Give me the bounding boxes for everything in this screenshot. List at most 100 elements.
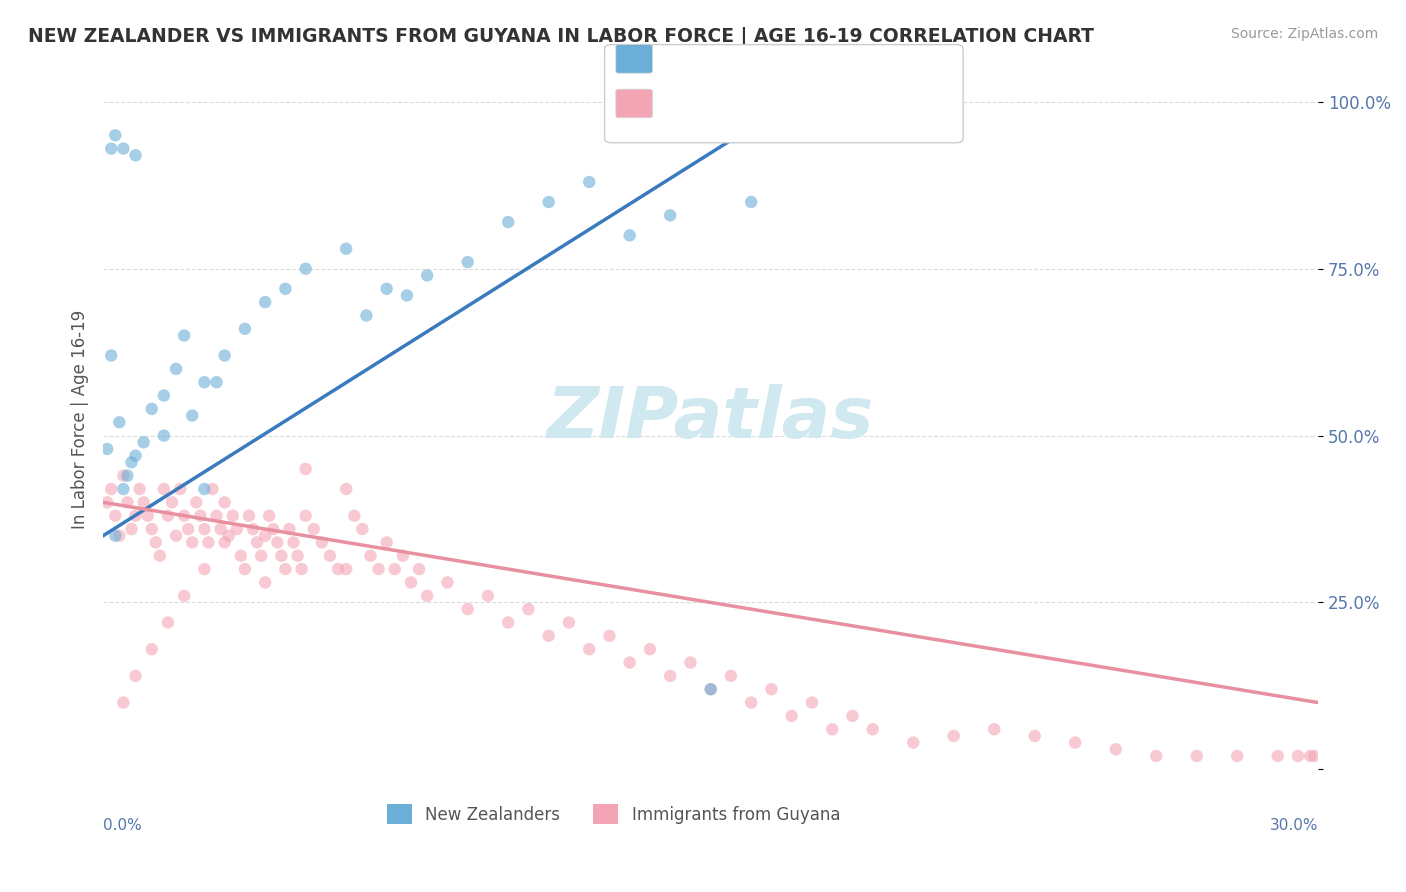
Point: [124, 148, 146, 162]
Point: [100, 349, 122, 363]
Point: [124, 508, 146, 523]
Point: [558, 615, 581, 630]
Point: [218, 529, 240, 543]
Point: [100, 142, 122, 156]
Point: [254, 575, 277, 590]
Point: [537, 629, 560, 643]
Point: [201, 482, 224, 496]
Point: [294, 462, 316, 476]
Point: [257, 508, 280, 523]
Point: [108, 529, 131, 543]
Point: [1299, 749, 1322, 764]
Point: [1303, 749, 1326, 764]
Point: [254, 529, 277, 543]
Point: [1286, 749, 1309, 764]
Point: [311, 535, 333, 549]
Text: Source: ZipAtlas.com: Source: ZipAtlas.com: [1230, 27, 1378, 41]
Point: [136, 508, 159, 523]
Point: [392, 549, 415, 563]
Point: [141, 401, 163, 416]
Point: [153, 428, 176, 442]
Point: [153, 388, 176, 402]
Point: [205, 508, 228, 523]
Point: [517, 602, 540, 616]
Point: [100, 482, 122, 496]
Point: [287, 549, 309, 563]
Point: [294, 508, 316, 523]
Point: [679, 656, 702, 670]
Point: [720, 669, 742, 683]
Point: [132, 435, 155, 450]
Point: [205, 375, 228, 389]
Point: [193, 562, 215, 576]
Point: [238, 508, 260, 523]
Point: [352, 522, 374, 536]
Point: [375, 535, 398, 549]
Point: [283, 535, 305, 549]
Point: [496, 615, 519, 630]
Point: [761, 682, 783, 697]
Point: [121, 455, 143, 469]
Point: [177, 522, 200, 536]
Point: [225, 522, 247, 536]
Point: [165, 362, 187, 376]
Point: [496, 215, 519, 229]
Point: [266, 535, 288, 549]
Point: [222, 508, 245, 523]
Text: 30.0%: 30.0%: [1270, 818, 1319, 833]
Point: [375, 282, 398, 296]
Point: [983, 723, 1005, 737]
Text: R = -0.31   N = 110: R = -0.31 N = 110: [633, 98, 825, 117]
Point: [619, 656, 641, 670]
Point: [214, 349, 236, 363]
Point: [117, 495, 139, 509]
Point: [141, 642, 163, 657]
Point: [801, 696, 824, 710]
Point: [169, 482, 191, 496]
Point: [395, 288, 418, 302]
Point: [209, 522, 232, 536]
Point: [278, 522, 301, 536]
Point: [294, 261, 316, 276]
Point: [578, 642, 600, 657]
Point: [699, 682, 721, 697]
Text: 0.0%: 0.0%: [103, 818, 142, 833]
Point: [193, 375, 215, 389]
Point: [1024, 729, 1046, 743]
Point: [578, 175, 600, 189]
Point: [821, 723, 844, 737]
Text: R = 0.478   N = 40: R = 0.478 N = 40: [633, 54, 818, 72]
Point: [188, 508, 211, 523]
Point: [181, 535, 204, 549]
Point: [214, 535, 236, 549]
Point: [537, 194, 560, 209]
Point: [141, 522, 163, 536]
Point: [356, 309, 378, 323]
Point: [96, 442, 118, 456]
Point: [124, 449, 146, 463]
Point: [457, 255, 479, 269]
Point: [274, 282, 297, 296]
Point: [104, 529, 127, 543]
Point: [399, 575, 422, 590]
Point: [408, 562, 430, 576]
Point: [1105, 742, 1128, 756]
Text: NEW ZEALANDER VS IMMIGRANTS FROM GUYANA IN LABOR FORCE | AGE 16-19 CORRELATION C: NEW ZEALANDER VS IMMIGRANTS FROM GUYANA …: [28, 27, 1094, 46]
Point: [233, 562, 256, 576]
Point: [659, 669, 682, 683]
Point: [173, 508, 195, 523]
Point: [173, 589, 195, 603]
Point: [250, 549, 273, 563]
Point: [229, 549, 252, 563]
Point: [153, 482, 176, 496]
Point: [108, 415, 131, 429]
Point: [173, 328, 195, 343]
Point: [302, 522, 325, 536]
Point: [343, 508, 366, 523]
Point: [274, 562, 297, 576]
Point: [477, 589, 499, 603]
Point: [862, 723, 884, 737]
Point: [291, 562, 314, 576]
Point: [104, 128, 127, 143]
Point: [112, 142, 135, 156]
